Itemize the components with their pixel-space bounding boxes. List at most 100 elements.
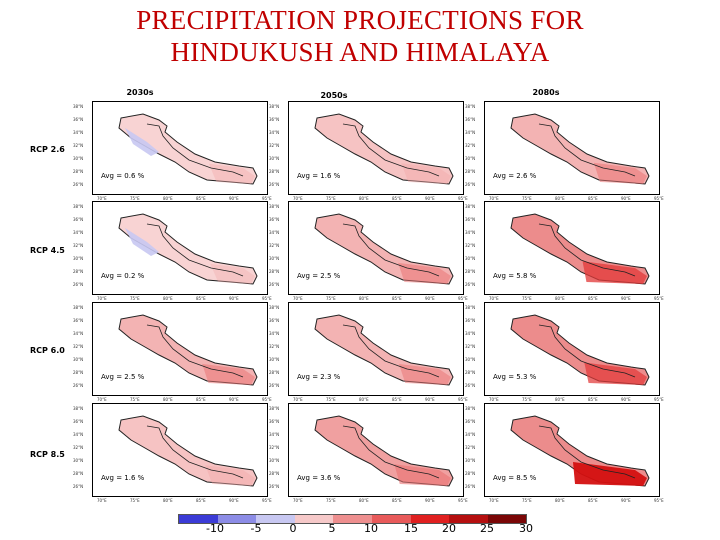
lat-tick-label: 32°N: [73, 243, 84, 248]
colorbar-swatch: [410, 515, 450, 523]
anomaly-patch: [582, 261, 647, 284]
lat-tick-label: 32°N: [73, 143, 84, 148]
avg-label: Avg = 2.3 %: [297, 373, 341, 381]
avg-label: Avg = 5.8 %: [493, 272, 537, 280]
lat-tick-label: 30°N: [269, 156, 280, 161]
lon-tick-label: 70°E: [489, 296, 499, 301]
lon-tick-label: 75°E: [522, 196, 532, 201]
lon-tick-label: 85°E: [392, 498, 402, 503]
map-panel: 38°N 36°N 34°N 32°N 30°N 28°N 26°N 70°E 75°E 80°E…: [465, 101, 664, 201]
lat-tick-label: 32°N: [465, 445, 476, 450]
lon-tick-label: 80°E: [359, 397, 369, 402]
lon-tick-label: 95°E: [654, 498, 664, 503]
column-header-2030s: 2030s: [126, 88, 154, 97]
map-panel: 38°N 36°N 34°N 32°N 30°N 28°N 26°N 70°E 75°E 80°E…: [269, 101, 468, 201]
map-svg: [118, 314, 258, 386]
map-panel: 38°N 36°N 34°N 32°N 30°N 28°N 26°N 70°E 75°E 80°E…: [269, 201, 468, 301]
lon-tick-label: 75°E: [130, 397, 140, 402]
map-svg: [510, 213, 650, 285]
lon-tick-label: 90°E: [425, 397, 435, 402]
anomaly-patch: [394, 464, 451, 486]
lat-tick-label: 32°N: [73, 344, 84, 349]
lon-tick-label: 85°E: [196, 196, 206, 201]
lon-tick-label: 95°E: [262, 296, 272, 301]
border-line: [342, 123, 440, 177]
map-svg: [510, 314, 650, 386]
map-panel: 38°N 36°N 34°N 32°N 30°N 28°N 26°N 70°E 75°E 80°E…: [73, 201, 272, 301]
lat-tick-label: 32°N: [465, 243, 476, 248]
lat-tick-label: 38°N: [465, 104, 476, 109]
lat-tick-label: 38°N: [73, 305, 84, 310]
lon-tick-label: 70°E: [293, 296, 303, 301]
lon-tick-label: 70°E: [97, 196, 107, 201]
lat-tick-label: 30°N: [73, 357, 84, 362]
anomaly-patch: [398, 363, 451, 385]
colorbar-tick-label: 20: [442, 522, 456, 535]
lon-tick-label: 85°E: [588, 296, 598, 301]
avg-label: Avg = 1.6 %: [297, 172, 341, 180]
lat-tick-label: 34°N: [73, 130, 84, 135]
border-line: [342, 324, 440, 378]
avg-label: Avg = 1.6 %: [101, 474, 145, 482]
lon-tick-label: 75°E: [522, 397, 532, 402]
lat-tick-label: 28°N: [73, 471, 84, 476]
map-svg: [118, 415, 258, 487]
lat-tick-label: 32°N: [269, 445, 280, 450]
border-line: [146, 324, 244, 378]
lon-tick-label: 85°E: [392, 296, 402, 301]
lat-tick-label: 32°N: [465, 344, 476, 349]
lon-tick-label: 95°E: [262, 498, 272, 503]
anomaly-patch: [205, 465, 255, 486]
lat-tick-label: 38°N: [73, 406, 84, 411]
lon-tick-label: 70°E: [293, 196, 303, 201]
colorbar-tick-label: 15: [404, 522, 418, 535]
lat-tick-label: 38°N: [465, 204, 476, 209]
border-line: [342, 425, 440, 479]
lon-tick-label: 95°E: [654, 296, 664, 301]
lat-tick-label: 26°N: [269, 484, 280, 489]
anomaly-patch: [398, 262, 451, 284]
anomaly-patch: [573, 462, 647, 486]
lat-tick-label: 26°N: [269, 383, 280, 388]
lat-tick-label: 30°N: [73, 458, 84, 463]
lat-tick-label: 34°N: [269, 230, 280, 235]
map-panel: 38°N 36°N 34°N 32°N 30°N 28°N 26°N 70°E 75°E 80°E…: [269, 403, 468, 503]
column-header-2050s: 2050s: [320, 91, 348, 100]
lat-tick-label: 30°N: [73, 156, 84, 161]
lon-tick-label: 75°E: [326, 498, 336, 503]
lat-tick-label: 26°N: [73, 182, 84, 187]
lat-tick-label: 28°N: [465, 169, 476, 174]
lat-tick-label: 28°N: [465, 269, 476, 274]
lon-tick-label: 75°E: [130, 296, 140, 301]
lat-tick-label: 30°N: [269, 357, 280, 362]
lon-tick-label: 85°E: [196, 498, 206, 503]
lon-tick-label: 80°E: [359, 296, 369, 301]
lon-tick-label: 80°E: [163, 397, 173, 402]
border-line: [146, 425, 244, 479]
avg-label: Avg = 2.5 %: [297, 272, 341, 280]
lat-tick-label: 38°N: [269, 406, 280, 411]
lon-tick-label: 95°E: [458, 397, 468, 402]
map-panel: 38°N 36°N 34°N 32°N 30°N 28°N 26°N 70°E 75°E 80°E…: [269, 302, 468, 402]
lon-tick-label: 75°E: [130, 498, 140, 503]
lat-tick-label: 30°N: [465, 156, 476, 161]
lat-tick-label: 30°N: [269, 256, 280, 261]
lon-tick-label: 90°E: [425, 498, 435, 503]
colorbar-swatch: [256, 515, 295, 523]
lon-tick-label: 80°E: [163, 196, 173, 201]
lat-tick-label: 26°N: [465, 182, 476, 187]
lat-tick-label: 26°N: [269, 282, 280, 287]
anomaly-patch: [202, 363, 255, 385]
lon-tick-label: 70°E: [293, 498, 303, 503]
lon-tick-label: 70°E: [97, 397, 107, 402]
lat-tick-label: 34°N: [73, 230, 84, 235]
colorbar-tick-label: 0: [289, 522, 297, 535]
lon-tick-label: 85°E: [588, 196, 598, 201]
colorbar-swatch: [179, 515, 218, 523]
colorbar-swatch: [487, 515, 527, 523]
colorbar-swatch: [217, 515, 257, 523]
lon-tick-label: 90°E: [229, 196, 239, 201]
lat-tick-label: 28°N: [269, 370, 280, 375]
lat-tick-label: 36°N: [465, 217, 476, 222]
lat-tick-label: 30°N: [465, 458, 476, 463]
